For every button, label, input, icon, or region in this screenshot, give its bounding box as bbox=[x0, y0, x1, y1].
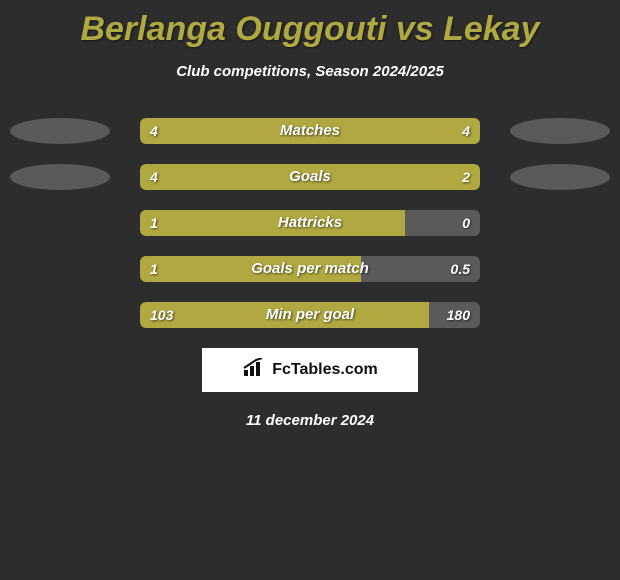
bar-track: 103180Min per goal bbox=[140, 302, 480, 328]
date-text: 11 december 2024 bbox=[0, 412, 620, 429]
brand-box: FcTables.com bbox=[202, 348, 418, 392]
player-right-ellipse bbox=[510, 118, 610, 144]
player-left-ellipse bbox=[10, 164, 110, 190]
stat-row: 103180Min per goal bbox=[0, 302, 620, 328]
bar-track: 10.5Goals per match bbox=[140, 256, 480, 282]
stat-label: Min per goal bbox=[140, 302, 480, 328]
bar-track: 10Hattricks bbox=[140, 210, 480, 236]
stat-label: Goals per match bbox=[140, 256, 480, 282]
bar-track: 44Matches bbox=[140, 118, 480, 144]
page-title: Berlanga Ouggouti vs Lekay bbox=[0, 0, 620, 49]
player-right-ellipse bbox=[510, 164, 610, 190]
stat-label: Hattricks bbox=[140, 210, 480, 236]
player-left-ellipse bbox=[10, 118, 110, 144]
stat-row: 10Hattricks bbox=[0, 210, 620, 236]
stat-row: 44Matches bbox=[0, 118, 620, 144]
page-subtitle: Club competitions, Season 2024/2025 bbox=[0, 63, 620, 80]
stat-row: 10.5Goals per match bbox=[0, 256, 620, 282]
stat-label: Matches bbox=[140, 118, 480, 144]
stat-rows-container: 44Matches 42Goals 10Hattricks 10.5Goals per… bbox=[0, 118, 620, 328]
brand-text: FcTables.com bbox=[272, 361, 378, 379]
brand-icon bbox=[242, 358, 266, 383]
stat-row: 42Goals bbox=[0, 164, 620, 190]
stat-label: Goals bbox=[140, 164, 480, 190]
bar-track: 42Goals bbox=[140, 164, 480, 190]
